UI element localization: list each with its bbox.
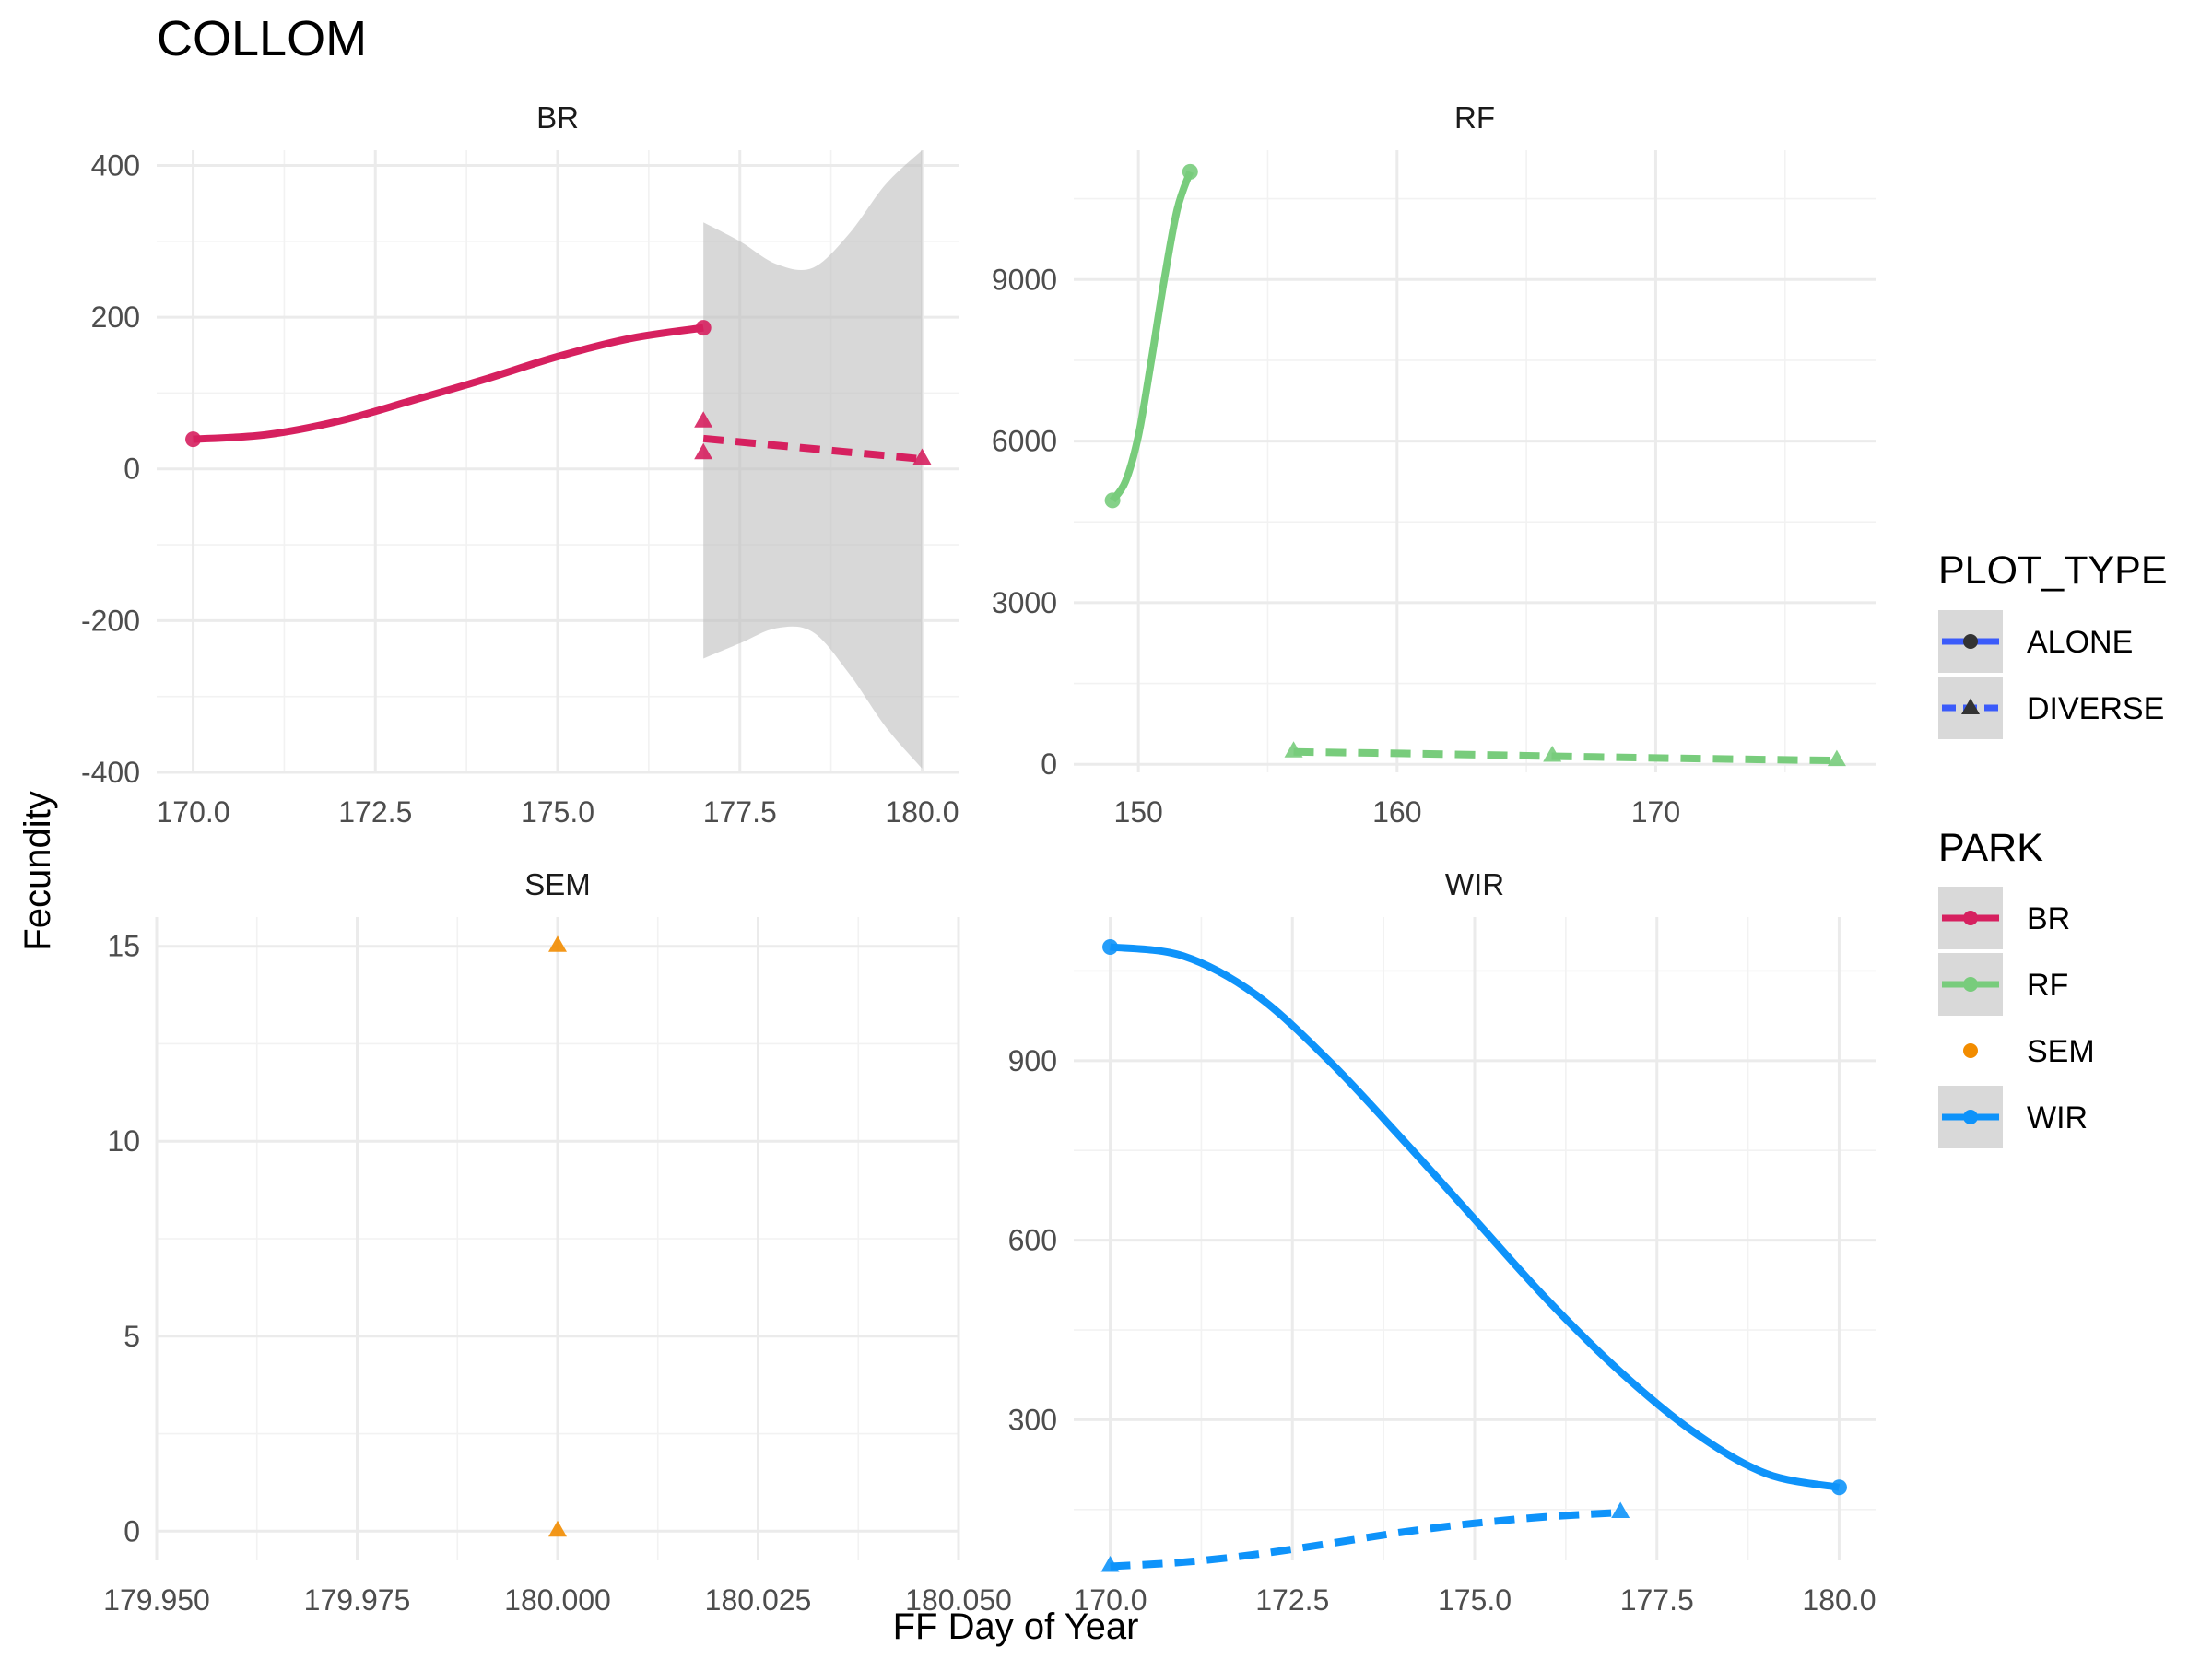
facet-strip-label: RF	[1454, 100, 1495, 135]
legend-key-circle	[1963, 977, 1978, 992]
chart-title: COLLOM	[157, 11, 367, 66]
y-tick-label: 9000	[992, 263, 1057, 296]
series-line-diverse	[1293, 747, 1837, 765]
legend-key-circle	[1963, 1110, 1978, 1124]
y-tick-label: 15	[107, 930, 140, 963]
legend-label: SEM	[2027, 1034, 2095, 1069]
facet-strip-label: BR	[536, 100, 579, 135]
legend-label: WIR	[2027, 1100, 2088, 1135]
y-tick-label: 0	[124, 453, 140, 486]
legend-key-triangle	[1961, 698, 1980, 714]
series-line-alone	[1109, 171, 1194, 503]
y-tick-label: 300	[1008, 1403, 1057, 1436]
data-point-triangle	[694, 442, 713, 460]
facet-wir: WIR 170.0 172.5 175.0 177.5 180.0 900 600 300	[1008, 867, 1877, 1617]
chart-panels: BR 170.0 172.5 175.0 177.5 180.0 400 200 0 -200 -4…	[81, 100, 1877, 1617]
data-point-circle	[695, 320, 712, 336]
y-tick-label: 400	[91, 148, 140, 182]
data-point-triangle	[1827, 749, 1846, 767]
data-point-triangle	[1100, 1555, 1120, 1572]
data-point-triangle	[548, 1520, 567, 1537]
legend-label: DIVERSE	[2027, 691, 2164, 726]
legend-label: RF	[2027, 968, 2068, 1003]
series-line-diverse	[702, 434, 923, 464]
facet-strip-label: WIR	[1445, 867, 1504, 901]
data-point-circle	[1182, 163, 1198, 180]
x-tick-label: 180.0	[1802, 1583, 1876, 1617]
x-tick-label: 170	[1631, 795, 1680, 829]
data-point-triangle	[1611, 1501, 1630, 1519]
y-tick-label: 5	[124, 1320, 140, 1353]
y-tick-label: 0	[124, 1514, 140, 1547]
x-tick-label: 179.950	[103, 1583, 210, 1617]
data-point-triangle	[912, 448, 932, 465]
y-tick-label: 200	[91, 300, 140, 334]
y-tick-label: 900	[1008, 1044, 1057, 1077]
y-axis-title: Fecundity	[18, 791, 58, 950]
y-tick-label: -200	[81, 604, 140, 637]
x-tick-label: 177.5	[1620, 1583, 1694, 1617]
x-tick-label: 160	[1372, 795, 1421, 829]
facet-strip-label: SEM	[524, 867, 591, 901]
data-point-triangle	[694, 411, 713, 428]
x-tick-label: 179.975	[304, 1583, 411, 1617]
x-tick-label: 172.5	[338, 795, 412, 829]
data-point-triangle	[1284, 741, 1303, 758]
legend-label: ALONE	[2027, 625, 2133, 660]
confidence-ribbon	[703, 150, 923, 769]
x-tick-label: 170.0	[1074, 1583, 1147, 1617]
y-tick-label: 6000	[992, 425, 1057, 458]
x-tick-label: 175.0	[1438, 1583, 1512, 1617]
facet-rf: RF 150 160 170 9000 6000 3000 0	[992, 100, 1876, 829]
x-tick-label: 172.5	[1255, 1583, 1329, 1617]
data-point-triangle	[548, 935, 567, 952]
x-tick-label: 180.025	[705, 1583, 812, 1617]
y-tick-label: 10	[107, 1124, 140, 1158]
series-line-diverse	[1110, 1509, 1621, 1571]
legend-title-plot-type: PLOT_TYPE	[1938, 548, 2168, 593]
y-tick-label: 0	[1041, 747, 1057, 781]
legend-title-park: PARK	[1938, 826, 2043, 870]
data-point-circle	[185, 431, 202, 448]
y-tick-label: -400	[81, 756, 140, 789]
data-point-triangle	[1543, 745, 1562, 762]
facet-br: BR 170.0 172.5 175.0 177.5 180.0 400 200 0 -200 -4…	[81, 100, 959, 829]
y-tick-label: 3000	[992, 586, 1057, 619]
x-tick-label: 180.000	[504, 1583, 611, 1617]
legend-label: BR	[2027, 901, 2070, 936]
x-tick-label: 150	[1113, 795, 1162, 829]
x-tick-label: 180.0	[885, 795, 959, 829]
x-tick-label: 180.050	[905, 1583, 1012, 1617]
legend-key-circle	[1963, 634, 1978, 649]
chart-legend: PLOT_TYPE ALONE DIVERSE PARK BR RF SEM WIR	[1938, 548, 2168, 1148]
series-line-alone	[1110, 943, 1841, 1491]
data-point-circle	[1830, 1479, 1847, 1496]
facet-sem: SEM 179.950 179.975 180.000 180.025 180.050 15…	[103, 867, 1012, 1617]
x-tick-label: 170.0	[157, 795, 230, 829]
data-point-circle	[1104, 492, 1121, 509]
legend-key-circle	[1963, 911, 1978, 925]
data-point-circle	[1102, 938, 1119, 955]
y-tick-label: 600	[1008, 1224, 1057, 1257]
x-tick-label: 175.0	[521, 795, 594, 829]
legend-key-circle	[1963, 1043, 1978, 1058]
x-tick-label: 177.5	[703, 795, 777, 829]
x-axis-title: FF Day of Year	[893, 1606, 1139, 1647]
series-line-alone	[193, 324, 704, 443]
